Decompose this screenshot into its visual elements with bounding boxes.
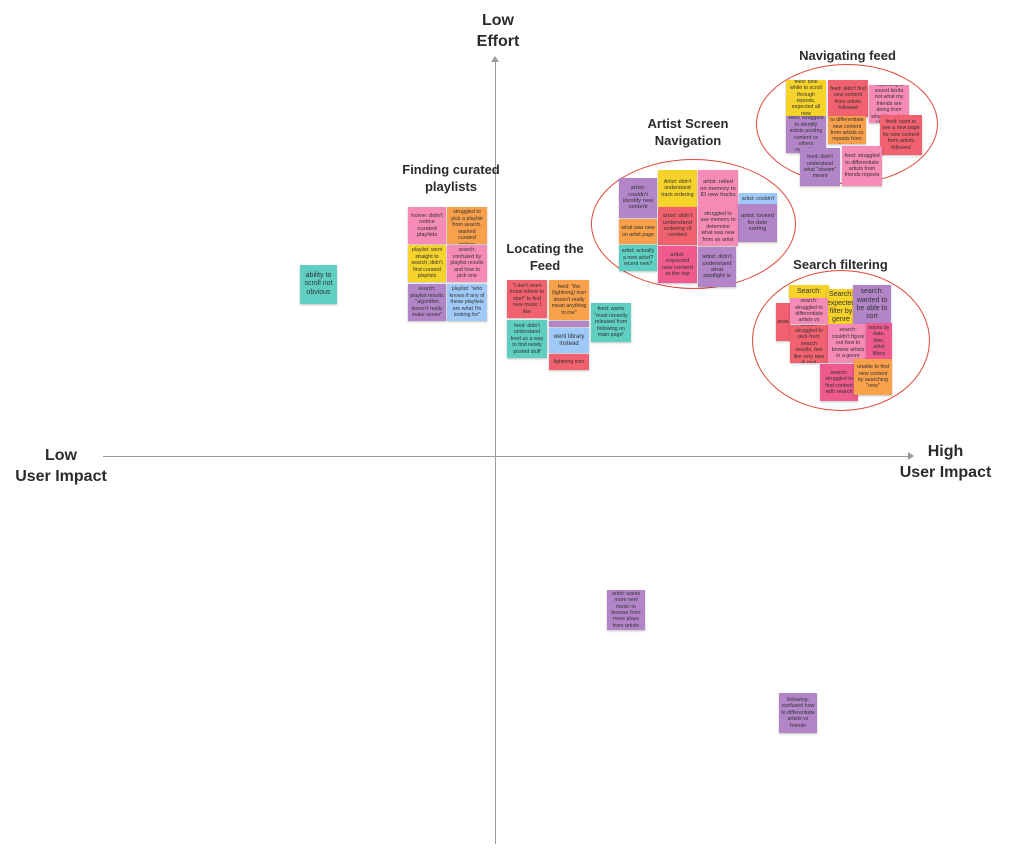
axis-label-high-impact: High User Impact xyxy=(899,443,992,481)
sticky-note: feed: wants "most recently released from… xyxy=(591,303,631,342)
sticky-note: "I don't even know where to start" to fi… xyxy=(507,280,547,318)
cluster-outline-search-filtering xyxy=(752,270,930,411)
sticky-note: feed: took while to scroll through repos… xyxy=(786,80,826,116)
axis-label-low-impact: Low User Impact xyxy=(15,447,107,485)
y-axis-line xyxy=(495,58,496,844)
cluster-title-locating-feed: Locating the Feed xyxy=(506,241,584,273)
sticky-note: wants by date, time, artist filters xyxy=(866,323,892,359)
sticky-note: search: struggled to pick a playlist fro… xyxy=(447,207,487,244)
sticky-note: artist: expected new content at the top xyxy=(658,246,697,283)
cluster-title-artist-screen: Artist Screen Navigation xyxy=(647,116,729,148)
sticky-note: search: playlist results "algorithm does… xyxy=(408,284,446,321)
sticky-note: what was new on artist page xyxy=(619,219,657,244)
sticky-note: ability to scroll not obvious xyxy=(300,265,337,304)
sticky-note: feed: struggled to identify artists post… xyxy=(786,116,826,153)
sticky-note: feed: unable to differentiate new conten… xyxy=(828,116,866,144)
sticky-note: struggled to use memory to determine wha… xyxy=(698,208,738,246)
sticky-note-edge xyxy=(549,321,589,327)
sticky-note: search: struggled to find content with s… xyxy=(820,364,858,401)
sticky-note: artist: wants more new music to browse f… xyxy=(607,590,645,630)
sticky-note: playlist: "who knows if any of these pla… xyxy=(447,284,487,321)
sticky-note: lightning icon xyxy=(549,354,589,370)
sticky-note: artist: didn't understand ordering of co… xyxy=(658,207,697,245)
sticky-note: Search: expected filter by genre xyxy=(827,289,855,327)
sticky-note: search: confused by playlist results and… xyxy=(447,245,487,282)
sticky-note: Search: xyxy=(789,285,829,299)
sticky-note: artist: looked for date sorting xyxy=(738,204,777,242)
sticky-note: went library instead xyxy=(549,328,589,353)
sticky-note: artist: actually a new artist? recent ne… xyxy=(619,245,657,271)
cluster-title-search-filtering: Search filtering xyxy=(793,257,888,272)
sticky-note: feed: "the (lightning) icon doesn't real… xyxy=(549,280,589,320)
sticky-note: feed: didn't understand what "stream" me… xyxy=(800,148,840,186)
cluster-title-navigating-feed: Navigating feed xyxy=(799,48,896,63)
sticky-note: search: couldn't figure out how to brows… xyxy=(828,324,868,363)
sticky-note: feed: want to see a new page for new con… xyxy=(880,115,922,155)
y-axis-arrow xyxy=(491,56,499,62)
x-axis-arrow xyxy=(908,452,914,460)
sticky-note: artist: couldn't identify new content xyxy=(619,178,657,218)
sticky-note: feed: struggled to differentiate artists… xyxy=(842,146,882,186)
sticky-note: following: confused how to differentiate… xyxy=(779,693,817,733)
sticky-note: artist: didn't understand what spotlight… xyxy=(698,247,736,287)
axis-label-low-effort: Low Effort xyxy=(476,12,520,50)
sticky-note: artist xyxy=(776,303,790,341)
sticky-note: feed: didn't understand feed as a way to… xyxy=(507,320,547,358)
cluster-title-curated-playlists: Finding curated playlists xyxy=(402,162,500,194)
sticky-note: search: struggled to pick from search re… xyxy=(790,325,828,363)
sticky-note: search: struggled to differentiate artis… xyxy=(790,298,828,324)
sticky-note: home: didn't notice curated playlists xyxy=(408,207,446,244)
sticky-note: playlist: went straight to search; didn'… xyxy=(408,245,446,282)
sticky-note: unable to find new content by searching … xyxy=(854,359,892,395)
x-axis-line xyxy=(103,456,911,457)
cluster-outline-artist-screen xyxy=(591,159,796,289)
sticky-note: Artist: didn't understand track ordering xyxy=(658,170,697,207)
sticky-note: artist: couldn't xyxy=(739,193,777,205)
sticky-note: search: wanted to be able to sort xyxy=(853,285,891,325)
sticky-note: artist: relied on memory to ID new track… xyxy=(698,170,738,208)
sticky-note: feed: didn't find new content from artis… xyxy=(828,80,868,117)
